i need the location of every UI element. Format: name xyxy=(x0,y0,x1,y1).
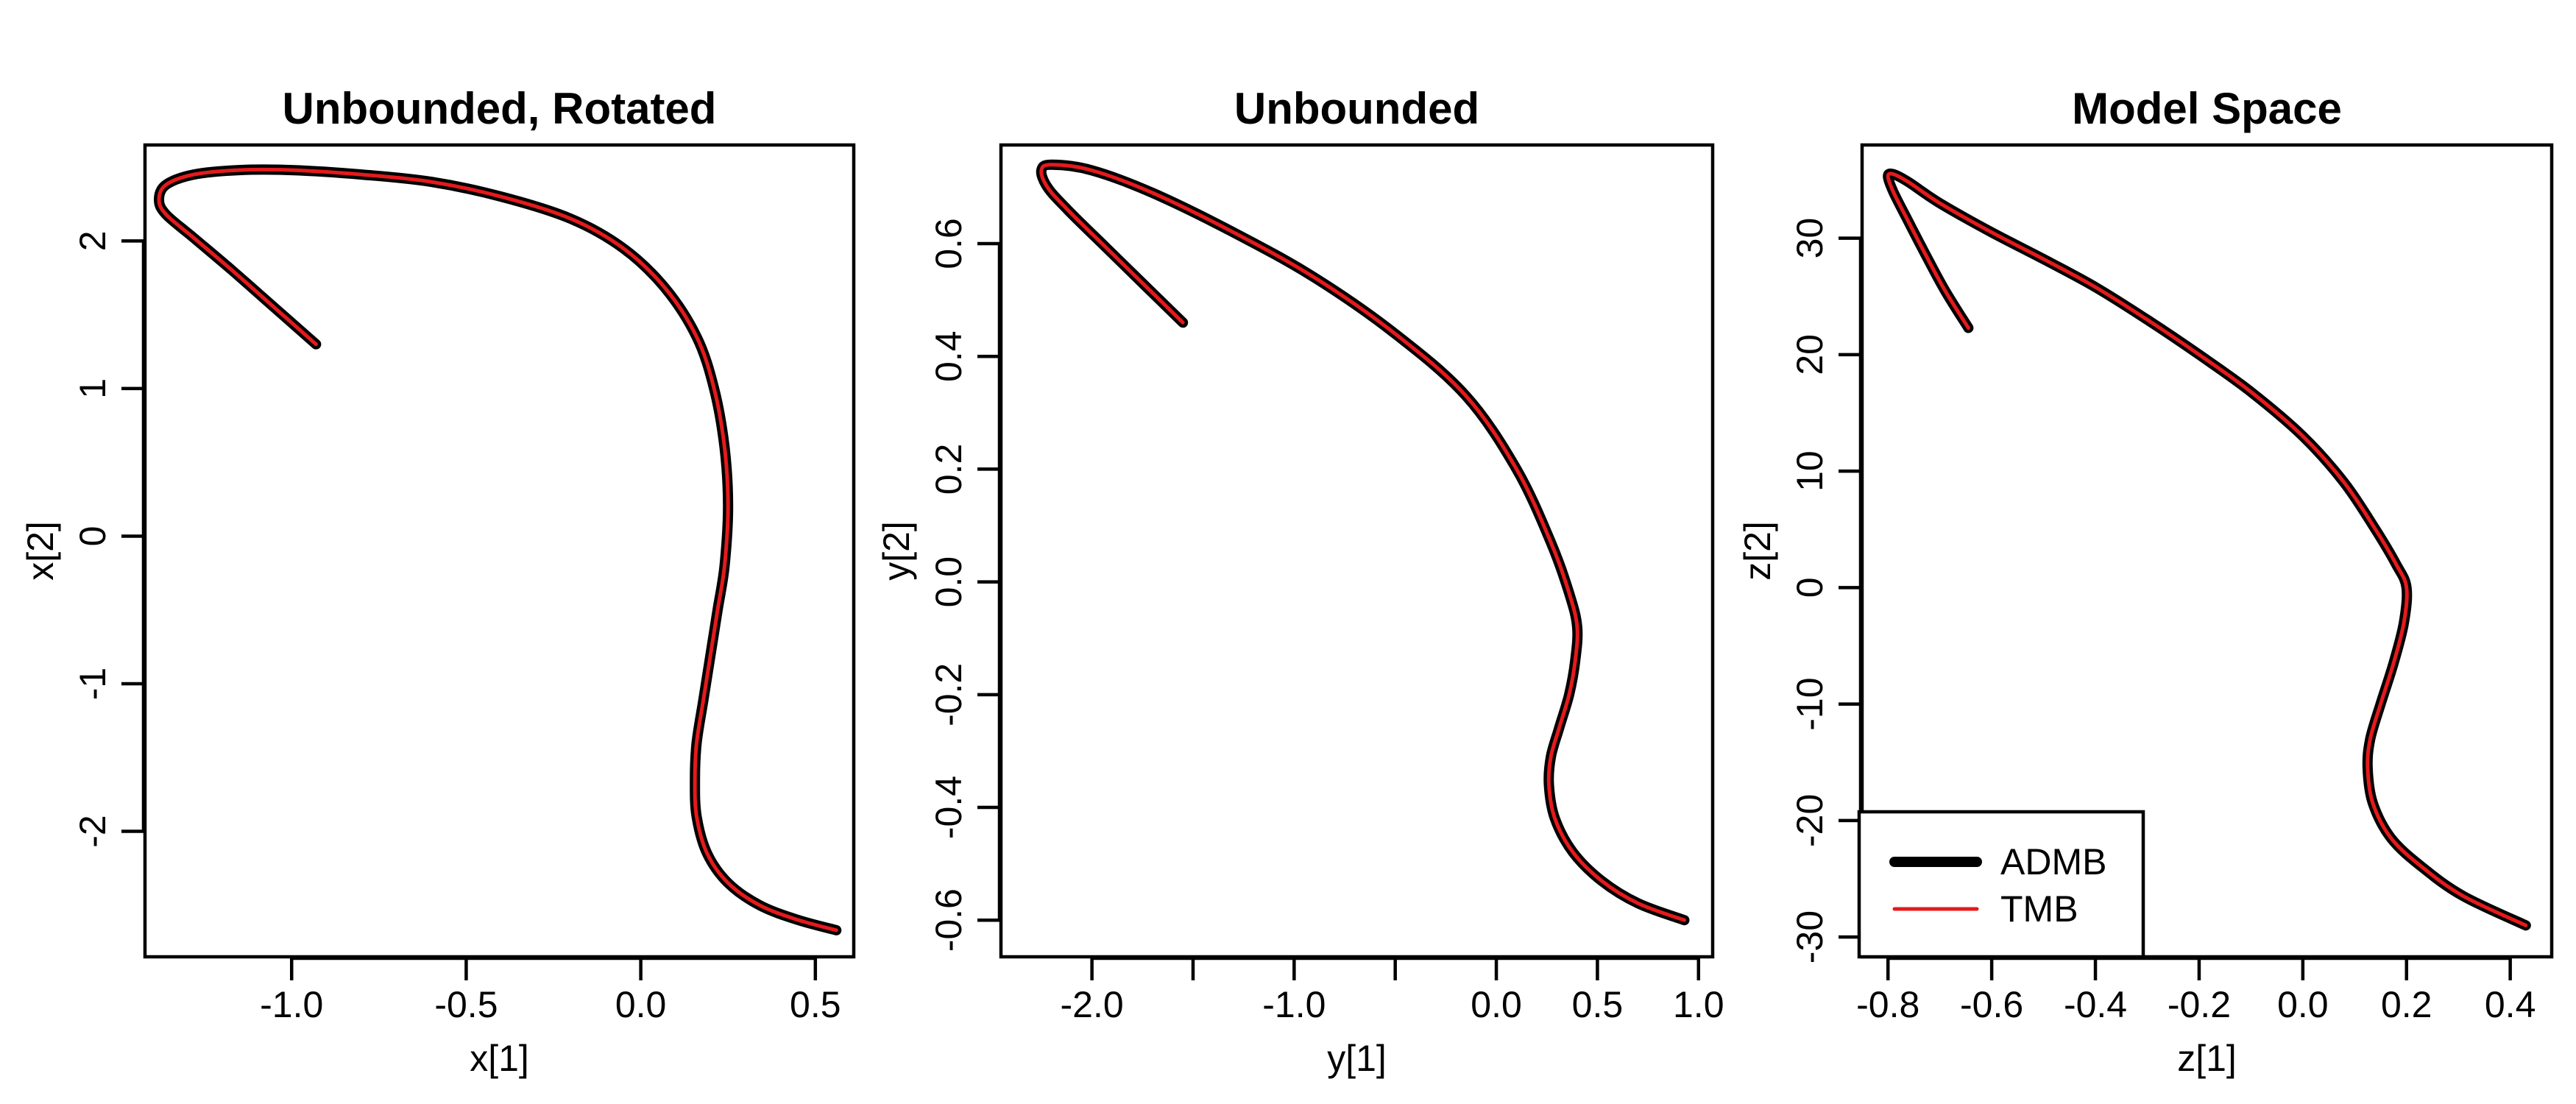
x-tick-label: -0.2 xyxy=(2168,984,2231,1025)
panel-title: Unbounded, Rotated xyxy=(283,84,717,133)
y-tick-label: 30 xyxy=(1789,218,1830,259)
y-tick-label: -30 xyxy=(1789,910,1830,963)
x-tick-label: -0.8 xyxy=(1856,984,1919,1025)
y-tick-label: 0.4 xyxy=(928,330,969,382)
x-tick-label: 0.0 xyxy=(615,984,667,1025)
panel-1: Unbounded, Rotated -1.0 -0.5 0.0 0.5 x[1] -2 -1… xyxy=(20,84,856,1079)
y-axis-label: x[2] xyxy=(20,521,61,581)
y-tick-label: 0.2 xyxy=(928,444,969,495)
legend-box xyxy=(1857,810,2145,959)
x-tick-label: -1.0 xyxy=(260,984,323,1025)
x-tick-label: 0.5 xyxy=(1572,984,1624,1025)
y-axis-label: z[2] xyxy=(1737,521,1778,581)
y-axis-label: y[2] xyxy=(876,521,917,581)
y-tick-label: 0.6 xyxy=(928,218,969,269)
series-line-tmb xyxy=(1039,163,1686,922)
y-tick-label: -0.4 xyxy=(928,776,969,839)
x-tick-label: 0.2 xyxy=(2381,984,2432,1025)
x-axis-label: z[1] xyxy=(2177,1038,2237,1079)
x-tick-label: -1.0 xyxy=(1262,984,1326,1025)
legend: ADMB TMB xyxy=(1857,810,2145,959)
y-tick-label: -1 xyxy=(72,668,113,700)
legend-label: TMB xyxy=(2000,888,2078,930)
y-tick-label: 0.0 xyxy=(928,556,969,608)
panel-3: Model Space -0.8 -0.6 -0.4 -0.2 0.0 0.2 0.4 z[1]… xyxy=(1737,84,2554,1079)
series-line-tmb xyxy=(157,167,838,933)
y-tick-label: -0.2 xyxy=(928,663,969,726)
x-tick-label: 0.4 xyxy=(2485,984,2536,1025)
x-tick-label: -0.6 xyxy=(1960,984,2023,1025)
x-tick-label: -0.5 xyxy=(434,984,498,1025)
plot-box xyxy=(143,143,856,959)
x-tick-label: 1.0 xyxy=(1673,984,1724,1025)
x-axis-label: x[1] xyxy=(470,1038,529,1079)
series-line-admb xyxy=(154,164,842,935)
y-tick-label: -0.6 xyxy=(928,888,969,952)
y-tick-label: -2 xyxy=(72,815,113,847)
x-tick-label: -2.0 xyxy=(1061,984,1124,1025)
x-tick-label: 0.0 xyxy=(2277,984,2329,1025)
x-tick-label: 0.0 xyxy=(1471,984,1522,1025)
y-tick-label: 0 xyxy=(72,526,113,547)
plot-box xyxy=(999,143,1715,959)
legend-label: ADMB xyxy=(2000,841,2106,882)
y-tick-label: 2 xyxy=(72,230,113,251)
y-tick-label: 0 xyxy=(1789,577,1830,598)
panel-title: Model Space xyxy=(2072,84,2342,133)
panel-2: Unbounded -2.0 -1.0 0.0 0.5 1.0 y[1] -0.6 -0.4 -0… xyxy=(876,84,1724,1079)
y-tick-label: 10 xyxy=(1789,450,1830,492)
x-tick-label: 0.5 xyxy=(790,984,841,1025)
panel-title: Unbounded xyxy=(1234,84,1479,133)
y-tick-label: -10 xyxy=(1789,677,1830,730)
y-tick-label: 20 xyxy=(1789,334,1830,375)
x-tick-label: -0.4 xyxy=(2064,984,2127,1025)
series-line-tmb xyxy=(1886,171,2528,927)
x-axis-label: y[1] xyxy=(1327,1038,1387,1079)
y-tick-label: -20 xyxy=(1789,794,1830,847)
y-tick-label: 1 xyxy=(72,378,113,399)
